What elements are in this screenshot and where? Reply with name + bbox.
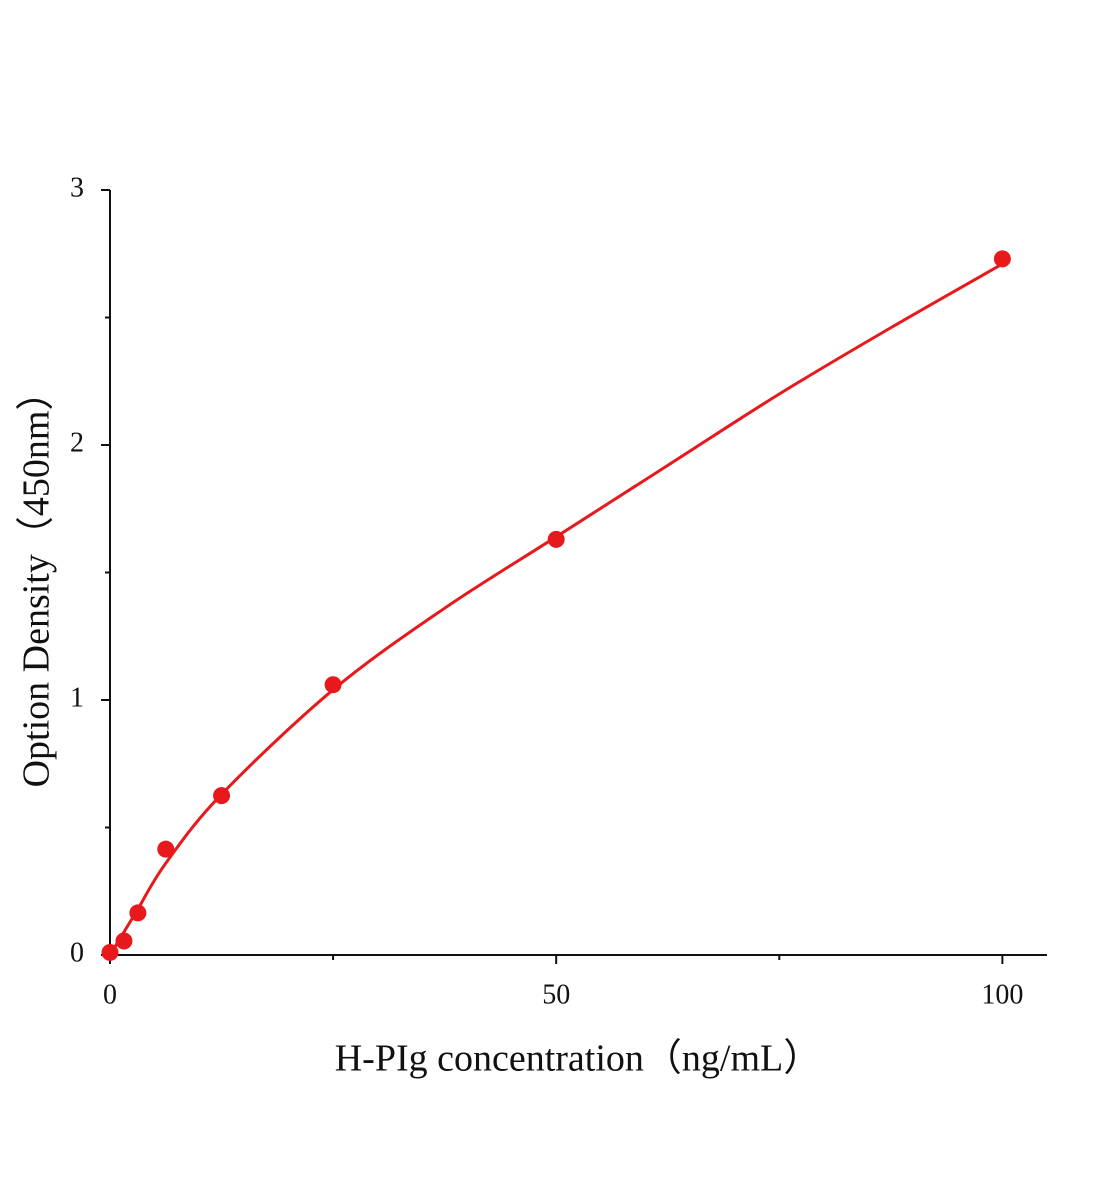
y-tick-label: 0: [70, 937, 84, 968]
data-point: [115, 932, 133, 950]
y-axis-title: Option Density（450nm）: [16, 373, 58, 788]
data-point: [129, 904, 147, 922]
fit-curve: [108, 262, 1004, 956]
y-tick-label: 1: [70, 682, 84, 713]
y-tick-label: 2: [70, 427, 84, 458]
data-point: [993, 250, 1011, 268]
x-tick-label: 0: [103, 979, 117, 1010]
data-point: [213, 787, 231, 805]
y-tick-label: 3: [70, 172, 84, 203]
data-point: [547, 530, 565, 548]
data-point: [101, 943, 119, 961]
data-point: [157, 840, 175, 858]
data-point: [324, 676, 342, 694]
x-tick-label: 100: [981, 979, 1023, 1010]
x-axis-title: H-PIg concentration（ng/mL）: [335, 1038, 822, 1080]
x-tick-label: 50: [542, 979, 570, 1010]
